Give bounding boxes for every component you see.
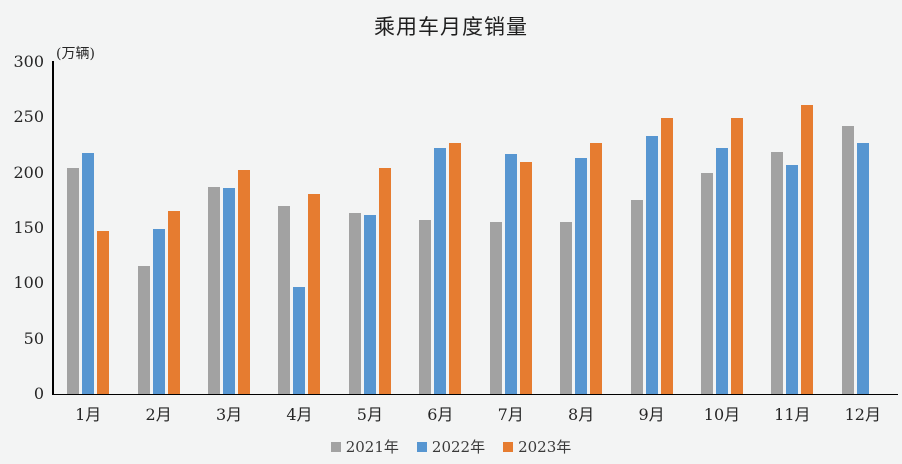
y-tick-label-300: 300	[13, 52, 44, 71]
legend-label: 2021年	[345, 438, 399, 456]
bar-2022年-5月	[363, 214, 376, 394]
bar-2023年-10月	[730, 118, 743, 394]
bar-2022年-6月	[434, 148, 447, 394]
x-axis-label-3月: 3月	[215, 405, 243, 424]
legend: 2021年 2022年 2023年	[0, 436, 902, 457]
legend-item-2021年: 2021年	[330, 436, 399, 457]
legend-label: 2023年	[518, 438, 572, 456]
bar-2021年-9月	[630, 200, 643, 394]
bar-2021年-6月	[419, 220, 432, 394]
x-axis-label-12月: 12月	[844, 405, 881, 424]
bar-2022年-10月	[715, 148, 728, 394]
bar-2021年-1月	[67, 168, 80, 394]
y-axis-tick-labels: 0 50 100 150 200 250 300	[0, 53, 44, 403]
bar-2023年-5月	[378, 168, 391, 394]
bar-2023年-8月	[590, 142, 603, 394]
bar-2022年-9月	[645, 136, 658, 394]
y-tick-label-250: 250	[13, 107, 44, 127]
bar-2023年-7月	[519, 161, 532, 394]
bar-group-12月	[828, 62, 898, 394]
x-axis-label-8月: 8月	[568, 405, 595, 424]
bar-2022年-2月	[152, 229, 165, 394]
bar-group-7月	[476, 62, 546, 394]
bar-2023年-2月	[167, 211, 180, 394]
bar-2022年-11月	[786, 164, 799, 394]
bar-group-8月	[546, 62, 616, 394]
x-axis-label-4月: 4月	[286, 405, 313, 424]
bar-2022年-3月	[223, 188, 236, 394]
bar-2021年-5月	[348, 212, 361, 394]
bar-group-1月	[53, 62, 123, 394]
x-axis-label-11月: 11月	[774, 405, 811, 424]
bar-2022年-7月	[504, 153, 517, 394]
x-axis-line	[52, 393, 898, 395]
bar-2022年-12月	[856, 142, 869, 394]
bar-2021年-2月	[137, 265, 150, 394]
legend-swatch-icon	[330, 441, 341, 452]
y-axis-unit-label: (万辆)	[56, 46, 95, 62]
bar-group-4月	[264, 62, 334, 394]
chart-title: 乘用车月度销量	[374, 15, 528, 39]
x-axis-labels: 1月 2月 3月 4月 5月 6月 7月 8月 9月 10月 11月 12月	[53, 401, 898, 424]
x-axis-label-10月: 10月	[703, 405, 741, 424]
y-tick-label-50: 50	[23, 328, 44, 348]
x-axis-label-7月: 7月	[497, 405, 524, 424]
legend-swatch-icon	[416, 441, 427, 452]
y-tick-label-200: 200	[13, 162, 44, 182]
x-axis-label-9月: 9月	[638, 405, 665, 424]
x-axis-label-6月: 6月	[427, 405, 454, 424]
bar-2021年-12月	[841, 126, 854, 394]
bar-2021年-11月	[771, 151, 784, 394]
bar-group-2月	[123, 62, 193, 394]
bar-2023年-1月	[97, 231, 110, 394]
bar-group-5月	[335, 62, 405, 394]
bar-group-11月	[757, 62, 827, 394]
bar-2023年-6月	[449, 142, 462, 394]
bar-2023年-4月	[308, 193, 321, 394]
y-tick-label-150: 150	[13, 218, 44, 237]
x-axis-label-1月: 1月	[75, 405, 102, 424]
bar-2021年-8月	[560, 222, 573, 394]
bar-group-9月	[616, 62, 686, 394]
bar-2023年-3月	[238, 170, 251, 394]
legend-label: 2022年	[431, 438, 486, 456]
bar-2021年-4月	[278, 205, 291, 394]
bar-2022年-8月	[575, 158, 588, 394]
plot-area	[53, 62, 898, 394]
x-axis-label-2月: 2月	[145, 405, 172, 424]
bar-2021年-7月	[489, 222, 502, 394]
legend-item-2023年: 2023年	[503, 436, 571, 457]
bar-2021年-10月	[700, 172, 713, 394]
legend-swatch-icon	[503, 441, 514, 452]
legend-item-2022年: 2022年	[416, 436, 486, 457]
y-tick-label-100: 100	[13, 273, 44, 293]
bar-2022年-1月	[82, 152, 95, 394]
bar-2021年-3月	[208, 187, 221, 394]
x-axis-label-5月: 5月	[356, 405, 383, 424]
bar-group-3月	[194, 62, 264, 394]
y-axis-line	[52, 61, 54, 395]
bar-2022年-4月	[293, 286, 306, 394]
bar-group-6月	[405, 62, 475, 394]
y-tick-label-0: 0	[33, 384, 44, 403]
bar-2023年-9月	[660, 118, 673, 394]
bar-2023年-11月	[801, 105, 814, 394]
bar-group-10月	[687, 62, 757, 394]
